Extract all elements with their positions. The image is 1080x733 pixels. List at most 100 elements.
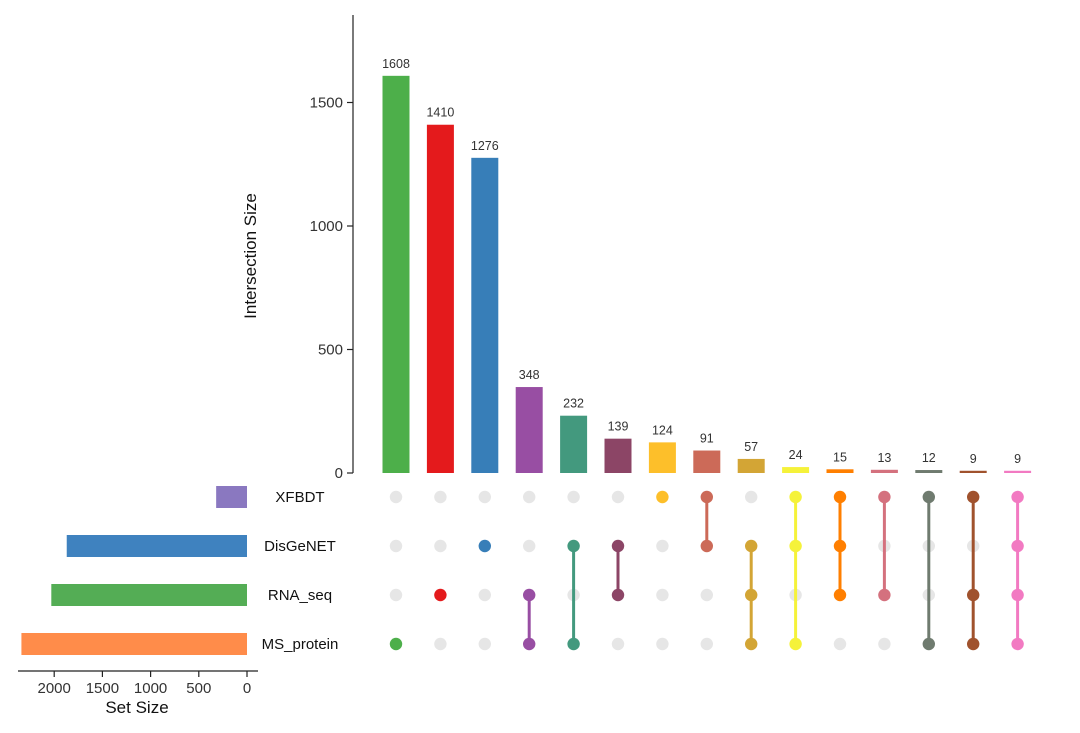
matrix-dot-inactive: [878, 637, 891, 651]
intersection-bar: [515, 387, 543, 473]
bar-value-label: 12: [922, 451, 936, 465]
intersection-bar: [826, 469, 854, 473]
bar-value-label: 232: [563, 397, 584, 411]
matrix-dot-inactive: [434, 637, 447, 651]
matrix-dot-inactive: [523, 539, 536, 553]
set-size-axis-title: Set Size: [105, 698, 168, 717]
matrix-dot-active: [967, 588, 980, 602]
bar-value-label: 139: [608, 420, 629, 434]
matrix-dot-active: [567, 539, 580, 553]
matrix-dot-active: [1011, 637, 1024, 651]
matrix-dot-active: [922, 637, 935, 651]
matrix-dot-inactive: [656, 588, 669, 602]
matrix-dot-inactive: [611, 637, 625, 651]
intersection-bar: [426, 124, 454, 473]
matrix-dot-inactive: [700, 588, 713, 602]
y-tick-label: 1500: [310, 95, 343, 112]
matrix-dot-active: [389, 637, 403, 651]
set-name-label: MS_protein: [262, 636, 339, 653]
bar-value-label: 91: [700, 432, 714, 446]
intersection-bar: [382, 75, 410, 473]
matrix-dot-active: [567, 637, 580, 651]
matrix-dot-active: [1011, 539, 1024, 553]
matrix-dot-active: [833, 588, 847, 602]
bar-value-label: 1410: [426, 106, 454, 120]
matrix-dot-inactive: [656, 637, 669, 651]
matrix-dot-active: [833, 539, 847, 553]
intersection-bar: [560, 415, 588, 473]
set-name-label: RNA_seq: [268, 587, 332, 604]
set-size-bar: [21, 633, 248, 655]
bar-value-label: 9: [1014, 452, 1021, 466]
matrix-dot-inactive: [478, 637, 491, 651]
set-name-label: DisGeNET: [264, 538, 336, 555]
matrix-dot-active: [789, 637, 802, 651]
y-tick-label: 0: [335, 465, 343, 482]
bar-value-label: 57: [744, 440, 758, 454]
matrix-dot-active: [700, 490, 713, 504]
matrix-dot-active: [523, 588, 536, 602]
matrix-dot-inactive: [434, 539, 447, 553]
matrix-dot-active: [967, 490, 980, 504]
y-tick-label: 500: [318, 342, 343, 359]
bar-value-label: 13: [877, 451, 891, 465]
set-size-tick-label: 1500: [86, 680, 119, 697]
matrix-dot-active: [1011, 490, 1024, 504]
matrix-dot-active: [523, 637, 536, 651]
matrix-dot-inactive: [833, 637, 847, 651]
matrix-dot-inactive: [389, 490, 403, 504]
intersection-bar: [1004, 470, 1032, 473]
matrix-dot-active: [700, 539, 713, 553]
intersection-bar: [737, 458, 765, 473]
bar-value-label: 9: [970, 452, 977, 466]
bar-value-label: 348: [519, 368, 540, 382]
intersection-bar: [648, 442, 676, 473]
matrix-dot-active: [611, 539, 625, 553]
matrix-dot-active: [434, 588, 447, 602]
matrix-dot-active: [878, 490, 891, 504]
matrix-dot-inactive: [478, 490, 491, 504]
matrix-dot-active: [1011, 588, 1024, 602]
set-size-bar: [66, 535, 248, 557]
intersection-bar: [870, 469, 898, 473]
matrix-dot-active: [833, 490, 847, 504]
bar-value-label: 1276: [471, 139, 499, 153]
matrix-dot-active: [656, 490, 669, 504]
set-size-tick-label: 0: [243, 680, 251, 697]
set-size-tick-label: 1000: [134, 680, 167, 697]
matrix-dot-active: [789, 539, 802, 553]
bar-value-label: 24: [789, 448, 803, 462]
matrix-dot-active: [745, 588, 758, 602]
matrix-dot-inactive: [745, 490, 758, 504]
matrix-dot-inactive: [523, 490, 536, 504]
intersection-bar: [471, 157, 499, 473]
intersection-bar: [915, 470, 943, 473]
matrix-dot-inactive: [700, 637, 713, 651]
matrix-dot-inactive: [611, 490, 625, 504]
set-size-tick-label: 2000: [38, 680, 71, 697]
intersection-bar: [782, 467, 810, 473]
matrix-dot-active: [478, 539, 491, 553]
y-tick-label: 1000: [310, 218, 343, 235]
intersection-bar: [959, 470, 987, 473]
set-size-bar: [51, 584, 247, 606]
matrix-dot-active: [789, 490, 802, 504]
matrix-dot-inactive: [389, 588, 403, 602]
matrix-dot-inactive: [434, 490, 447, 504]
matrix-dot-inactive: [478, 588, 491, 602]
matrix-dot-active: [745, 637, 758, 651]
set-size-bar: [216, 486, 247, 508]
matrix-dot-inactive: [389, 539, 403, 553]
set-size-tick-label: 500: [186, 680, 211, 697]
matrix-dot-active: [967, 637, 980, 651]
intersection-bar: [604, 438, 632, 473]
intersection-bar: [693, 450, 721, 473]
matrix-dot-inactive: [656, 539, 669, 553]
matrix-dot-active: [922, 490, 935, 504]
matrix-dot-active: [878, 588, 891, 602]
matrix-dot-active: [611, 588, 625, 602]
bar-value-label: 1608: [382, 57, 410, 71]
matrix-dot-active: [745, 539, 758, 553]
